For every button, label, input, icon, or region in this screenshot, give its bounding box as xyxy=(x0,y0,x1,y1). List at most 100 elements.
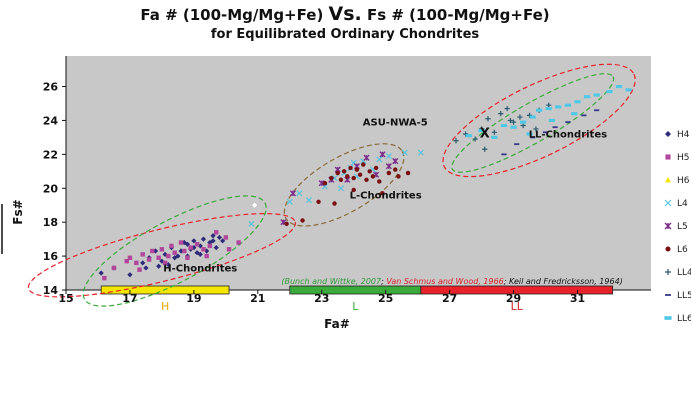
point-ll6 xyxy=(555,105,562,109)
chart-title-part-2: Vs. xyxy=(329,3,362,25)
point-ll4 xyxy=(485,116,491,122)
point-open-diamond xyxy=(252,202,258,208)
legend-marker-l4 xyxy=(664,199,672,207)
point-l4 xyxy=(401,149,408,156)
annotation: ASU-NWA-5 xyxy=(363,118,428,129)
x-tick-label: 27 xyxy=(442,292,457,305)
point-ll6 xyxy=(615,84,623,89)
point-l6 xyxy=(322,180,328,186)
annotation: L-Chondrites xyxy=(350,190,422,201)
point-l6 xyxy=(393,167,398,172)
asu-nwa-5-marker: X xyxy=(480,126,490,141)
point-l6 xyxy=(396,174,401,179)
annotation: LL-Chondrites xyxy=(529,129,607,140)
band-label-ll: LL xyxy=(511,300,524,313)
legend-marker-l5 xyxy=(664,222,672,230)
point-l5 xyxy=(379,151,386,158)
point-l6 xyxy=(377,179,382,184)
point-ll4 xyxy=(507,117,513,124)
point-l4 xyxy=(337,185,344,192)
x-tick-label: 15 xyxy=(58,292,73,305)
point-l5 xyxy=(289,190,297,197)
point-ll5 xyxy=(542,131,549,134)
x-tick-label: 25 xyxy=(378,292,393,305)
point-l6 xyxy=(354,167,360,172)
legend-marker-ll4 xyxy=(665,269,671,275)
x-axis-label: Fa# xyxy=(324,317,350,331)
y-tick-label: 24 xyxy=(43,114,59,127)
point-h4 xyxy=(216,234,223,241)
y-tick-label: 26 xyxy=(43,81,59,94)
point-l6 xyxy=(405,170,411,176)
point-ll4 xyxy=(533,126,539,132)
point-ll4 xyxy=(498,111,504,117)
point-l4 xyxy=(376,156,383,163)
point-h5 xyxy=(162,260,168,266)
chart-title: Fa # (100-Mg/Mg+Fe) Vs. Fs # (100-Mg/Mg+… xyxy=(140,3,549,25)
point-ll4 xyxy=(517,114,523,120)
point-l5 xyxy=(318,180,325,187)
citation-part: ; Keil and Fredricksson, 1964) xyxy=(504,277,623,286)
band-label-l: L xyxy=(352,300,359,313)
point-h4 xyxy=(159,258,165,264)
point-ll5 xyxy=(501,153,507,156)
legend-marker-h4 xyxy=(665,131,671,137)
point-h4 xyxy=(213,245,219,251)
point-l6 xyxy=(338,177,344,182)
legend-label-l5: L5 xyxy=(677,222,688,232)
point-ll6 xyxy=(593,93,600,97)
point-ll6 xyxy=(478,129,485,133)
point-ll4 xyxy=(510,119,517,125)
band-l xyxy=(289,285,422,295)
point-h5 xyxy=(172,250,177,255)
group-ellipse xyxy=(27,213,297,298)
point-ll6 xyxy=(625,88,632,92)
citation-part: (Bunch and Wittke, 2007 xyxy=(281,277,382,286)
point-l4 xyxy=(305,197,312,204)
legend-label-ll5: LL5 xyxy=(677,291,691,301)
point-h5 xyxy=(207,243,213,249)
point-ll4 xyxy=(472,136,478,142)
chart-title-part-3: Fs # (100-Mg/Mg+Fe) xyxy=(362,6,550,24)
point-ll6 xyxy=(583,95,591,99)
chart-title-part-1: Fa # (100-Mg/Mg+Fe) xyxy=(140,6,328,24)
point-l6 xyxy=(335,170,340,176)
y-tick-label: 22 xyxy=(43,148,58,161)
point-h5 xyxy=(127,255,133,260)
point-ll6 xyxy=(548,118,556,122)
point-l4 xyxy=(417,149,424,156)
point-ll4 xyxy=(491,129,497,135)
group-ellipse xyxy=(283,143,405,227)
point-ll5 xyxy=(514,143,520,146)
point-ll6 xyxy=(491,135,498,139)
point-h5 xyxy=(178,240,184,245)
point-h4 xyxy=(197,251,203,257)
point-l6 xyxy=(361,162,366,167)
point-h4 xyxy=(172,255,178,261)
point-l5 xyxy=(392,158,399,165)
x-tick-label: 31 xyxy=(570,292,585,305)
point-ll6 xyxy=(571,112,578,116)
legend-label-h4: H4 xyxy=(677,130,690,140)
citation: (Bunch and Wittke, 2007; Van Schmus and … xyxy=(281,277,622,286)
x-tick-label: 29 xyxy=(506,292,521,305)
point-h5 xyxy=(236,240,241,245)
point-h4 xyxy=(127,272,133,278)
point-h5 xyxy=(124,258,129,264)
point-h5 xyxy=(201,247,206,252)
y-tick-label: 18 xyxy=(43,216,58,229)
point-l6 xyxy=(345,174,350,179)
legend-label-l4: L4 xyxy=(677,199,688,209)
point-ll4 xyxy=(526,112,533,118)
point-l4 xyxy=(248,220,255,227)
point-l6 xyxy=(284,221,289,227)
point-l4 xyxy=(296,190,303,197)
point-l6 xyxy=(351,187,356,193)
point-ll5 xyxy=(530,136,536,139)
point-ll5 xyxy=(565,121,571,124)
point-l6 xyxy=(364,177,369,182)
point-h4 xyxy=(200,236,207,242)
point-h5 xyxy=(194,242,200,247)
legend-marker-h5 xyxy=(665,154,671,160)
legend-marker-h6 xyxy=(665,177,671,183)
